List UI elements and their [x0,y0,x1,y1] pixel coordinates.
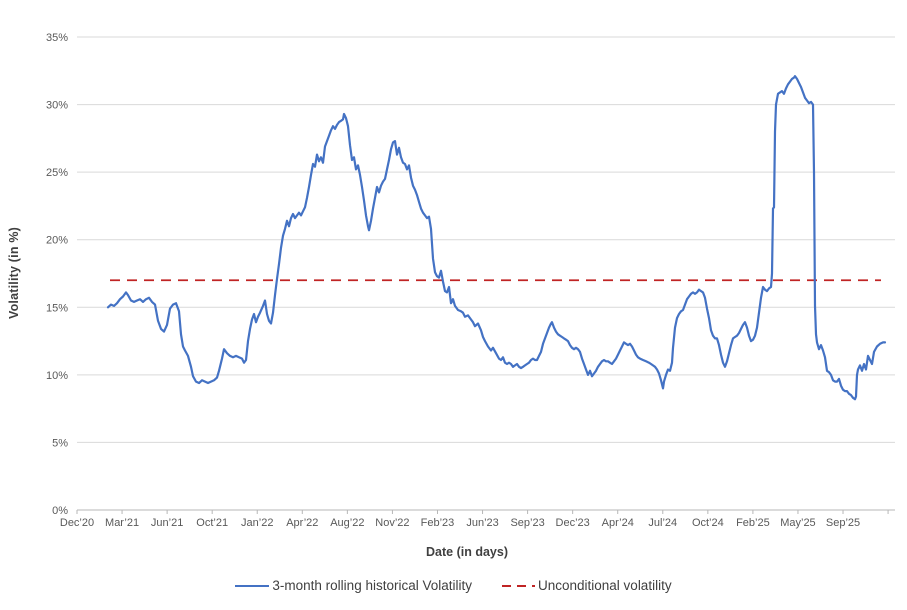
y-tick-label: 35% [46,32,68,44]
y-axis-title: Volatility (in %) [7,226,21,320]
x-axis-title: Date (in days) [426,545,508,559]
x-tick-label: Dec’23 [556,517,590,529]
y-tick-label: 5% [52,437,68,449]
rolling-volatility-line [106,75,887,401]
x-tick-label: Apr’24 [602,517,634,529]
y-tick-label: 10% [46,370,68,382]
x-tick-label: Sep’25 [826,517,860,529]
legend-item-rolling-volatility: 3-month rolling historical Volatility [235,578,472,593]
x-tick-label: Feb’25 [736,517,770,529]
legend-item-unconditional-volatility: Unconditional volatility [502,578,672,593]
x-tick-label: Jun’23 [466,517,498,529]
legend-label: 3-month rolling historical Volatility [272,578,472,593]
x-tick-label: Apr’22 [286,517,318,529]
x-tick-label: Dec’20 [60,517,94,529]
x-tick-label: Jan’22 [241,517,273,529]
y-tick-label: 30% [46,100,68,112]
x-tick-label: Mar’21 [105,517,139,529]
x-tick-label: Oct’21 [196,517,228,529]
dashed-line-swatch-icon [502,584,535,587]
x-tick-label: Nov’22 [375,517,409,529]
y-tick-label: 20% [46,235,68,247]
y-tick-label: 25% [46,167,68,179]
x-tick-label: Aug’22 [330,517,364,529]
x-tick-label: Sep’23 [510,517,544,529]
x-tick-label: Jun’21 [151,517,183,529]
x-tick-label: May’25 [780,517,815,529]
solid-line-swatch-icon [235,584,270,587]
x-tick-label: Feb’23 [421,517,455,529]
y-tick-label: 15% [46,302,68,314]
y-tick-label: 0% [52,505,68,517]
legend: 3-month rolling historical Volatility Un… [0,578,907,593]
legend-label: Unconditional volatility [538,578,672,593]
x-tick-label: Oct’24 [692,517,724,529]
x-tick-label: Jul’24 [648,517,677,529]
